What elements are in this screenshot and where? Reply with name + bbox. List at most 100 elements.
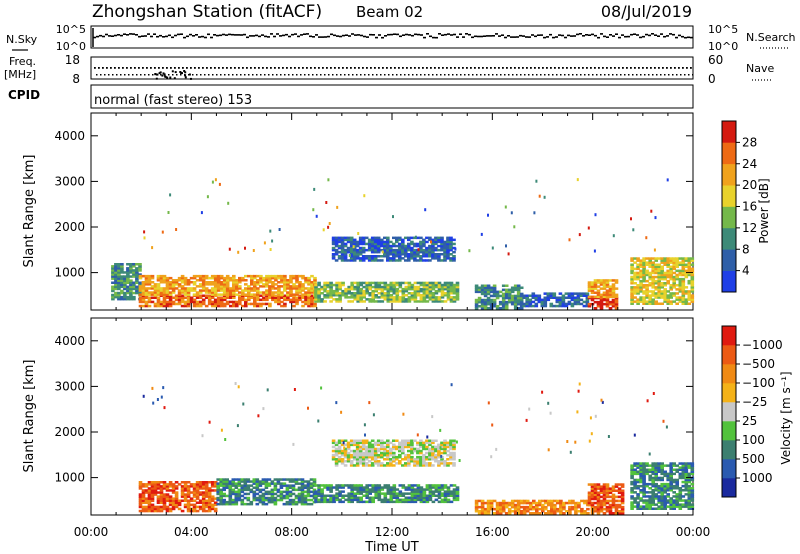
data-cell bbox=[237, 480, 242, 483]
data-cell bbox=[528, 304, 533, 308]
data-cell bbox=[654, 474, 658, 478]
data-cell bbox=[639, 478, 643, 482]
data-cell bbox=[222, 478, 226, 481]
data-cell bbox=[207, 289, 212, 292]
data-cell bbox=[428, 451, 432, 455]
data-cell bbox=[501, 503, 506, 507]
data-cell bbox=[663, 294, 667, 297]
data-cell bbox=[398, 490, 403, 493]
data-cell bbox=[358, 257, 363, 260]
data-cell bbox=[147, 489, 152, 492]
data-cell bbox=[630, 294, 634, 297]
data-cell bbox=[361, 453, 366, 457]
data-cell bbox=[599, 302, 604, 306]
data-cell bbox=[452, 283, 457, 287]
data-cell bbox=[261, 492, 266, 496]
data-cell bbox=[455, 296, 460, 299]
data-cell bbox=[285, 500, 290, 504]
data-cell bbox=[159, 489, 164, 492]
data-cell bbox=[580, 507, 584, 511]
data-cell bbox=[541, 503, 545, 507]
data-cell bbox=[672, 499, 676, 502]
data-cell bbox=[150, 493, 155, 496]
data-cell bbox=[376, 443, 381, 447]
data-cell bbox=[138, 509, 143, 513]
data-cell bbox=[672, 464, 676, 467]
data-cell bbox=[274, 291, 278, 294]
freq-scatter bbox=[184, 76, 187, 79]
data-cell bbox=[373, 238, 378, 242]
data-cell bbox=[666, 257, 670, 260]
data-cell bbox=[367, 240, 372, 244]
data-cell bbox=[645, 279, 649, 283]
data-cell bbox=[660, 296, 664, 299]
data-cell bbox=[235, 287, 239, 290]
nave-point bbox=[672, 74, 674, 76]
freq-point bbox=[206, 67, 208, 69]
data-cell bbox=[371, 498, 375, 502]
data-cell bbox=[663, 464, 667, 467]
data-cell bbox=[654, 275, 658, 279]
data-cell bbox=[347, 289, 351, 293]
data-cell bbox=[474, 503, 479, 507]
data-cell bbox=[474, 501, 479, 505]
data-cell bbox=[611, 283, 616, 286]
data-cell bbox=[422, 460, 426, 463]
data-cell bbox=[416, 460, 420, 463]
data-cell bbox=[443, 439, 447, 442]
data-cell bbox=[195, 493, 200, 496]
data-cell bbox=[611, 503, 616, 507]
data-cell bbox=[141, 507, 146, 511]
data-cell bbox=[253, 283, 257, 286]
data-cell bbox=[192, 300, 197, 304]
data-cell bbox=[309, 486, 314, 489]
data-cell bbox=[329, 285, 333, 289]
data-cell bbox=[174, 296, 179, 299]
data-cell bbox=[365, 289, 369, 293]
data-cell bbox=[297, 496, 302, 500]
data-cell bbox=[264, 502, 269, 506]
data-cell bbox=[657, 501, 661, 504]
nsky-point bbox=[378, 34, 381, 36]
data-cell bbox=[437, 484, 442, 487]
data-cell bbox=[225, 300, 230, 304]
data-cell bbox=[370, 246, 375, 250]
freq-point bbox=[310, 67, 312, 69]
data-cell bbox=[292, 276, 296, 280]
data-cell bbox=[636, 286, 640, 289]
data-cell bbox=[657, 499, 661, 502]
data-cell bbox=[675, 284, 679, 287]
data-cell bbox=[331, 453, 336, 457]
data-cell bbox=[590, 493, 595, 497]
data-cell bbox=[395, 445, 399, 449]
data-cell bbox=[636, 462, 640, 465]
data-cell bbox=[431, 253, 435, 256]
data-cell bbox=[259, 279, 263, 282]
data-cell bbox=[210, 287, 215, 290]
data-cell bbox=[587, 501, 592, 505]
data-cell bbox=[564, 296, 569, 299]
data-cell bbox=[605, 505, 610, 509]
data-cell bbox=[660, 472, 664, 476]
data-cell bbox=[678, 290, 683, 293]
data-cell bbox=[645, 462, 649, 465]
data-cell bbox=[323, 496, 327, 499]
data-cell bbox=[669, 296, 673, 299]
data-cell bbox=[614, 281, 619, 284]
data-cell bbox=[252, 498, 257, 502]
data-cell bbox=[669, 497, 673, 500]
data-cell bbox=[282, 494, 287, 498]
data-cell bbox=[593, 497, 598, 501]
data-cell bbox=[687, 273, 692, 277]
data-cell bbox=[547, 503, 551, 507]
data-cell bbox=[192, 493, 197, 496]
data-cell bbox=[347, 285, 351, 289]
data-cell bbox=[177, 501, 182, 504]
data-cell bbox=[189, 298, 194, 302]
data-cell bbox=[546, 294, 551, 297]
data-cell bbox=[198, 294, 203, 297]
data-cell bbox=[307, 302, 311, 306]
nsky-point bbox=[585, 34, 588, 36]
data-cell bbox=[410, 248, 414, 252]
data-cell bbox=[370, 250, 375, 254]
